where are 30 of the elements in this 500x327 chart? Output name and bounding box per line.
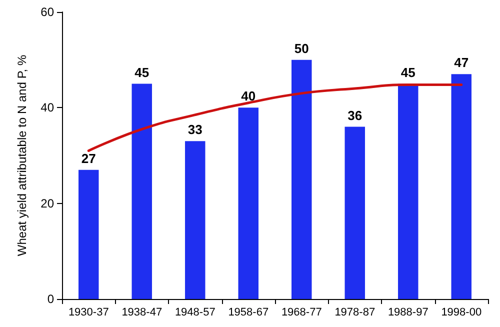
y-tick-label: 40 xyxy=(40,100,54,115)
x-tick-label: 1968-77 xyxy=(281,306,322,318)
data-label: 47 xyxy=(454,55,469,70)
y-tick-label: 60 xyxy=(40,5,54,19)
x-tick-label: 1938-47 xyxy=(122,306,162,318)
y-axis-title: Wheat yield attributable to N and P, % xyxy=(15,54,29,256)
bar xyxy=(78,170,99,299)
data-label: 45 xyxy=(400,64,416,80)
data-label: 40 xyxy=(241,88,256,104)
bar xyxy=(292,60,312,299)
bar xyxy=(451,74,472,299)
data-label: 33 xyxy=(188,122,202,138)
x-tick-label: 1930-37 xyxy=(68,306,109,318)
bar xyxy=(185,141,206,299)
x-tick-label: 1988-97 xyxy=(388,306,428,318)
data-label: 45 xyxy=(134,64,150,80)
bar xyxy=(238,108,258,299)
x-tick-label: 1998-00 xyxy=(441,306,482,318)
data-label: 36 xyxy=(348,108,362,123)
y-tick-label: 0 xyxy=(47,292,54,306)
bar xyxy=(398,84,418,299)
data-label: 50 xyxy=(294,40,309,56)
x-tick-label: 1978-87 xyxy=(334,306,376,318)
x-tick-label: 1958-67 xyxy=(228,306,269,318)
data-label: 27 xyxy=(81,150,96,166)
x-tick-label: 1948-57 xyxy=(174,306,216,318)
bar xyxy=(132,84,152,299)
line-series xyxy=(87,83,463,152)
bar xyxy=(344,126,365,299)
y-tick-label: 20 xyxy=(40,196,54,210)
